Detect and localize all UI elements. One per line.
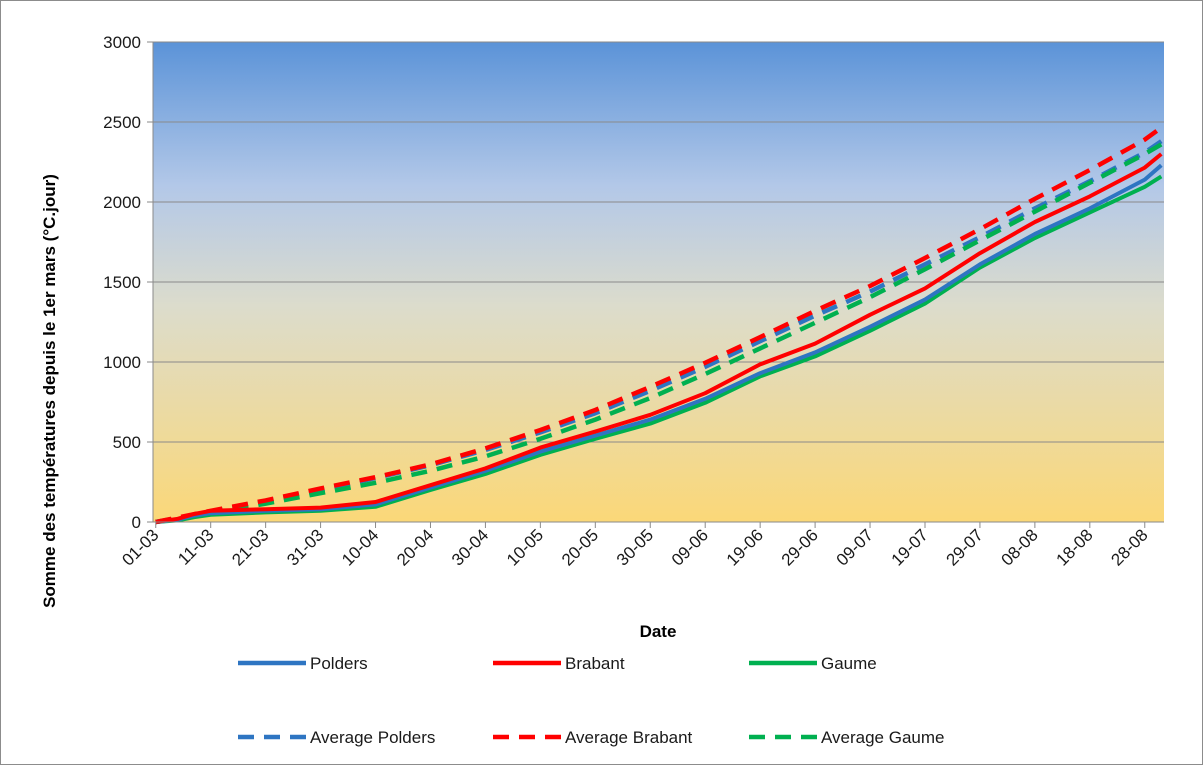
- legend-item-average-gaume: Average Gaume: [749, 728, 944, 747]
- x-tick-label: 08-08: [998, 525, 1042, 569]
- series-line-brabant: [155, 152, 1163, 524]
- y-tick-label: 1500: [103, 273, 141, 292]
- legend: Polders Brabant Gaume Average Polders Averag…: [238, 654, 944, 747]
- y-tick-label: 2500: [103, 113, 141, 132]
- y-tick-label: 1000: [103, 353, 141, 372]
- x-tick-label: 10-05: [503, 525, 547, 569]
- y-tick-label: 0: [132, 513, 141, 532]
- x-tick-label: 19-07: [888, 525, 932, 569]
- series-lines: [155, 125, 1163, 525]
- x-tick-label: 28-08: [1107, 525, 1151, 569]
- legend-item-polders: Polders: [238, 654, 368, 673]
- x-tick-label: 10-04: [338, 525, 382, 569]
- x-tick-label: 09-07: [833, 525, 877, 569]
- legend-label: Average Polders: [310, 728, 435, 747]
- y-tick-label: 2000: [103, 193, 141, 212]
- legend-label: Polders: [310, 654, 368, 673]
- x-tick-label: 30-05: [613, 525, 657, 569]
- legend-item-average-polders: Average Polders: [238, 728, 435, 747]
- legend-item-gaume: Gaume: [749, 654, 877, 673]
- x-tick-label: 09-06: [668, 525, 712, 569]
- legend-label: Average Brabant: [565, 728, 693, 747]
- y-tick-label: 500: [113, 433, 141, 452]
- x-tick-label: 31-03: [283, 525, 327, 569]
- legend-item-brabant: Brabant: [493, 654, 625, 673]
- x-tick-label: 20-05: [558, 525, 602, 569]
- x-tick-label: 29-06: [778, 525, 822, 569]
- x-tick-label: 30-04: [448, 525, 492, 569]
- x-tick-label: 29-07: [943, 525, 987, 569]
- y-axis-title: Somme des températures depuis le 1er mar…: [40, 174, 59, 608]
- x-axis: 01-03 11-03 21-03 31-03 10-04 20-04 30-04 10-05…: [118, 521, 1164, 570]
- x-tick-label: 20-04: [393, 525, 437, 569]
- legend-label: Gaume: [821, 654, 877, 673]
- legend-label: Average Gaume: [821, 728, 944, 747]
- y-tick-label: 3000: [103, 33, 141, 52]
- x-tick-label: 01-03: [118, 525, 162, 569]
- x-tick-label: 11-03: [174, 525, 217, 568]
- x-tick-label: 18-08: [1052, 525, 1096, 569]
- legend-label: Brabant: [565, 654, 625, 673]
- x-tick-label: 21-03: [228, 525, 272, 569]
- x-axis-title: Date: [640, 622, 677, 641]
- x-tick-label: 19-06: [723, 525, 767, 569]
- y-axis: 0 500 1000 1500 2000 2500 3000: [103, 33, 154, 532]
- legend-item-average-brabant: Average Brabant: [493, 728, 693, 747]
